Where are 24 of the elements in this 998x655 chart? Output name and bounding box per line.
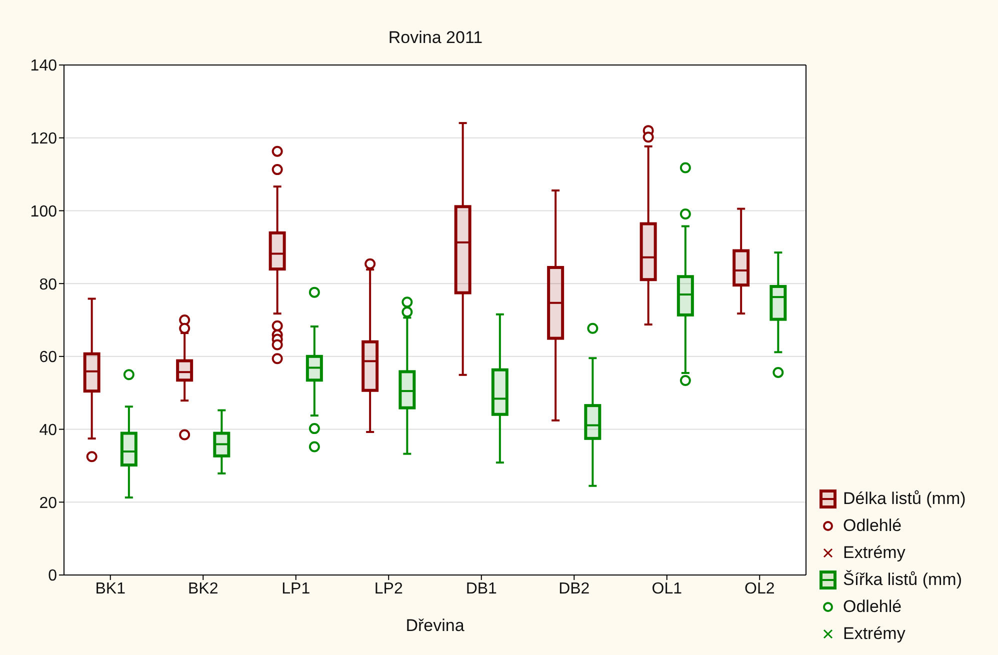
y-tick-label: 100 xyxy=(30,203,58,220)
text: Extrémy xyxy=(843,542,906,564)
text: Odlehlé xyxy=(843,515,902,537)
x-tick-label: DB2 xyxy=(558,580,590,598)
x-tick-label: OL2 xyxy=(744,580,775,598)
y-tick-label: 140 xyxy=(30,58,58,75)
x-axis-title: Dřevina xyxy=(406,616,465,635)
y-tick-label: 120 xyxy=(30,130,58,148)
text: Odlehlé xyxy=(843,596,902,618)
legend-label: Délka listů (mm) xyxy=(843,488,966,510)
y-tick-label: 60 xyxy=(39,349,58,366)
y-tick-label: 40 xyxy=(39,422,58,439)
x-tick-label: LP2 xyxy=(374,580,403,598)
chart-title: Rovina 2011 xyxy=(387,28,484,48)
y-tick-label: 80 xyxy=(39,276,58,294)
x-tick-label: BK2 xyxy=(188,580,218,598)
x-tick-label: OL1 xyxy=(652,580,682,598)
x-tick-label: BK1 xyxy=(95,580,126,598)
x-tick-label: LP1 xyxy=(282,580,310,598)
x-tick-label: DB1 xyxy=(466,580,498,598)
text: Extrémy xyxy=(843,623,906,645)
y-tick-label: 0 xyxy=(48,568,58,585)
y-tick-label: 20 xyxy=(39,494,58,512)
legend-label: Šířka listů (mm) xyxy=(843,569,962,591)
